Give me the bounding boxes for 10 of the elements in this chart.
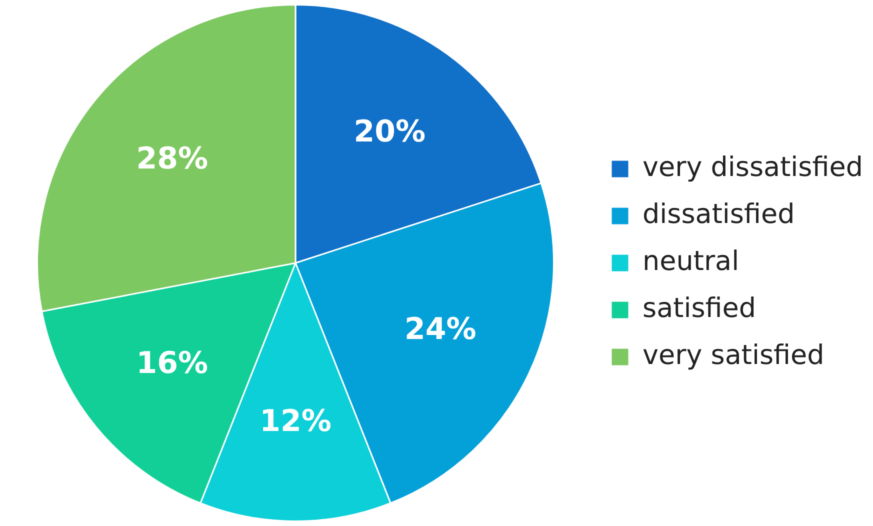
- data-label: 16%: [136, 346, 208, 381]
- data-label: 24%: [404, 312, 476, 347]
- legend-label: satisfied: [642, 293, 756, 324]
- legend-label: neutral: [642, 246, 740, 278]
- data-label: 12%: [260, 404, 332, 439]
- legend-label: dissatisfied: [642, 199, 795, 230]
- legend-label: very satisfied: [642, 340, 824, 372]
- data-label: 20%: [354, 114, 426, 150]
- legend-label: very dissatisfied: [642, 152, 863, 184]
- data-label: 28%: [136, 142, 208, 177]
